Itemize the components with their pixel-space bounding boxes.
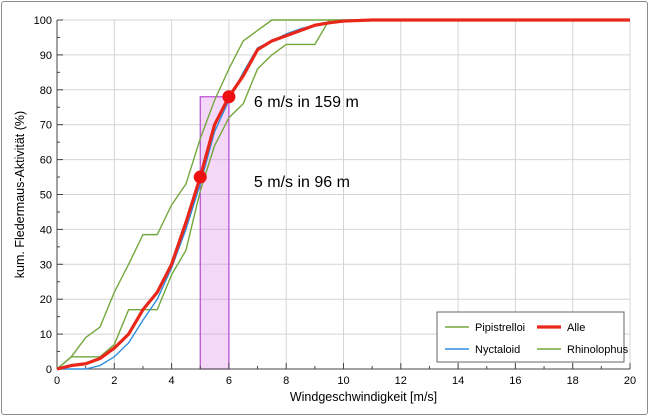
x-tick-label: 14 (452, 375, 464, 387)
y-tick-label: 60 (40, 155, 52, 167)
highlight-range (199, 96, 230, 370)
marker-annotation-6ms: 6 m/s in 159 m (254, 94, 359, 111)
y-tick-label: 10 (40, 329, 52, 341)
y-tick-label: 40 (40, 224, 52, 236)
x-tick-label: 20 (624, 375, 636, 387)
series-line-pipistrelloi (56, 19, 630, 370)
x-tick-label: 4 (169, 375, 175, 387)
x-tick-label: 12 (395, 375, 407, 387)
legend-label-pipistrelloi: Pipistrelloi (475, 322, 525, 334)
y-tick-label: 70 (40, 120, 52, 132)
legend-label-alle: Alle (567, 322, 585, 334)
x-tick-label: 18 (567, 375, 579, 387)
markers (193, 90, 236, 184)
y-tick-label: 0 (46, 364, 52, 376)
tick-labels: 0 2 4 6 8 10 12 14 16 18 20 0 10 20 30 40 50 60 70 80 90 100 (34, 15, 636, 387)
x-tick-label: 16 (509, 375, 521, 387)
marker-annotation-5ms: 5 m/s in 96 m (254, 174, 350, 191)
x-axis-label: Windgeschwindigkeit [m/s] (290, 390, 437, 404)
x-tick-label: 8 (283, 375, 289, 387)
y-tick-label: 90 (40, 50, 52, 62)
x-tick-label: 2 (111, 375, 117, 387)
axes (56, 19, 631, 370)
legend-label-rhinolophus: Rhinolophus (567, 344, 629, 356)
series-line-alle (56, 18, 630, 371)
y-tick-label: 30 (40, 259, 52, 271)
marker-point-1 (222, 90, 236, 104)
x-tick-label: 0 (54, 375, 60, 387)
y-tick-label: 100 (34, 15, 52, 27)
series-lines (56, 18, 630, 371)
y-tick-label: 80 (40, 85, 52, 97)
x-tick-label: 6 (226, 375, 232, 387)
y-axis-label: kum. Fledermaus-Aktivität (%) (13, 111, 27, 278)
legend-box (436, 311, 625, 363)
series-line-rhinolophus (56, 19, 630, 370)
x-tick-label: 10 (337, 375, 349, 387)
legend: Pipistrelloi Alle Nyctaloid Rhinolophus (436, 311, 629, 363)
legend-label-nyctaloid: Nyctaloid (475, 344, 520, 356)
y-tick-label: 20 (40, 294, 52, 306)
marker-point-0 (193, 170, 207, 184)
y-tick-label: 50 (40, 190, 52, 202)
